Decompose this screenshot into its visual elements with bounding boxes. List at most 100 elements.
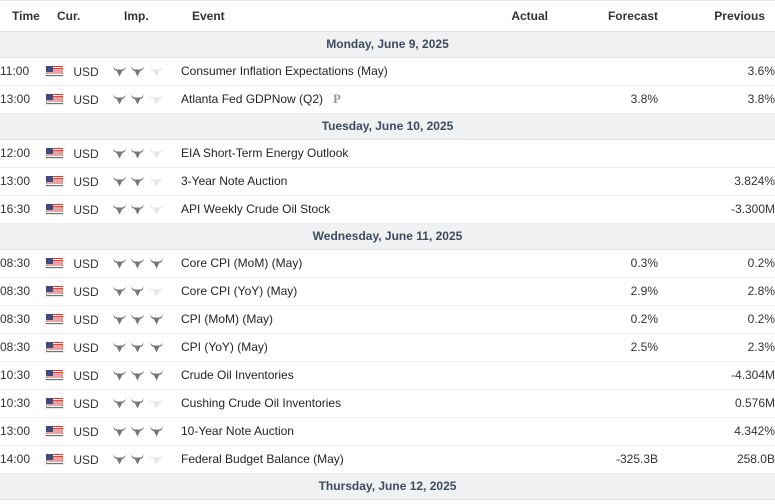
event-currency-cell: USD (46, 417, 113, 446)
bull-icon (113, 258, 126, 269)
col-header-currency: Cur. (46, 1, 113, 32)
event-name[interactable]: CPI (MoM) (May) (181, 312, 273, 326)
event-cell: Crude Oil Inventories (181, 361, 440, 390)
event-row[interactable]: 08:30 USD Core CPI (YoY) (May) 2.9% 2.8% (0, 277, 775, 306)
event-row[interactable]: 12:00 USD EIA Short-Term Energy Outlook (0, 139, 775, 168)
col-header-importance: Imp. (113, 1, 181, 32)
event-name[interactable]: Consumer Inflation Expectations (May) (181, 64, 388, 78)
preliminary-icon: P (333, 91, 341, 106)
event-actual (440, 139, 548, 168)
event-actual (440, 249, 548, 278)
us-flag-icon (46, 425, 63, 437)
importance-indicator (113, 445, 181, 474)
bull-icon (149, 398, 163, 409)
currency-label: USD (73, 368, 99, 383)
event-actual (440, 305, 548, 334)
event-name[interactable]: EIA Short-Term Energy Outlook (181, 146, 349, 160)
event-currency-cell: USD (46, 139, 113, 168)
event-name[interactable]: API Weekly Crude Oil Stock (181, 202, 331, 216)
event-name[interactable]: Cushing Crude Oil Inventories (181, 396, 342, 410)
event-row[interactable]: 08:30 USD CPI (MoM) (May) 0.2% 0.2% (0, 305, 775, 334)
event-forecast: 3.8% (548, 85, 658, 114)
event-time: 13:00 (0, 85, 46, 114)
calendar-body: Monday, June 9, 2025 11:00 USD Consumer … (0, 30, 775, 500)
event-time: 08:30 (0, 305, 46, 334)
bull-icon (113, 176, 126, 187)
event-name[interactable]: Atlanta Fed GDPNow (Q2) (181, 91, 324, 106)
bull-icon (131, 426, 145, 437)
bull-icon (131, 314, 145, 325)
event-row[interactable]: 13:00 USD Atlanta Fed GDPNow (Q2) P 3.8% … (0, 85, 775, 114)
event-time: 13:00 (0, 167, 46, 196)
date-separator-row: Monday, June 9, 2025 (0, 30, 775, 58)
event-row[interactable]: 14:00 USD Federal Budget Balance (May) -… (0, 445, 775, 474)
importance-indicator (113, 305, 181, 334)
us-flag-icon (46, 341, 63, 353)
us-flag-icon (46, 369, 63, 381)
date-separator-row: Tuesday, June 10, 2025 (0, 112, 775, 140)
event-forecast: 0.3% (548, 249, 658, 278)
bull-icon (149, 258, 163, 269)
date-separator-label: Wednesday, June 11, 2025 (312, 229, 463, 243)
us-flag-icon (46, 203, 63, 215)
us-flag-icon (46, 147, 63, 159)
date-separator-row: Thursday, June 12, 2025 (0, 472, 775, 500)
event-actual (440, 417, 548, 446)
event-row[interactable]: 10:30 USD Crude Oil Inventories -4.304M (0, 361, 775, 390)
event-name[interactable]: Federal Budget Balance (May) (181, 452, 344, 466)
event-currency-cell: USD (46, 361, 113, 390)
event-forecast: 2.9% (548, 277, 658, 306)
event-forecast: 0.2% (548, 305, 658, 334)
event-name[interactable]: 10-Year Note Auction (181, 424, 294, 438)
bull-icon (149, 286, 163, 297)
event-previous: 4.342% (658, 417, 775, 446)
event-previous (658, 139, 775, 168)
event-cell: 10-Year Note Auction (181, 417, 440, 446)
event-row[interactable]: 16:30 USD API Weekly Crude Oil Stock -3.… (0, 195, 775, 224)
event-currency-cell: USD (46, 195, 113, 224)
importance-indicator (113, 389, 181, 418)
event-previous: 2.8% (658, 277, 775, 306)
event-row[interactable]: 11:00 USD Consumer Inflation Expectation… (0, 57, 775, 86)
event-row[interactable]: 13:00 USD 3-Year Note Auction 3.824% (0, 167, 775, 196)
event-previous: 3.8% (658, 85, 775, 114)
event-name[interactable]: 3-Year Note Auction (181, 174, 288, 188)
header-row: Time Cur. Imp. Event Actual Forecast Pre… (0, 1, 775, 32)
bull-icon (149, 426, 163, 437)
event-name[interactable]: Core CPI (MoM) (May) (181, 256, 303, 270)
event-actual (440, 57, 548, 86)
event-time: 08:30 (0, 277, 46, 306)
event-time: 16:30 (0, 195, 46, 224)
event-actual (440, 389, 548, 418)
us-flag-icon (46, 285, 63, 297)
event-name[interactable]: Core CPI (YoY) (May) (181, 284, 298, 298)
col-header-event: Event (181, 1, 440, 32)
event-previous: 2.3% (658, 333, 775, 362)
event-actual (440, 277, 548, 306)
bull-icon (131, 286, 145, 297)
event-name[interactable]: CPI (YoY) (May) (181, 340, 268, 354)
event-forecast: 2.5% (548, 333, 658, 362)
event-row[interactable]: 10:30 USD Cushing Crude Oil Inventories … (0, 389, 775, 418)
event-actual (440, 445, 548, 474)
bull-icon (131, 176, 145, 187)
currency-label: USD (73, 340, 99, 355)
currency-label: USD (73, 424, 99, 439)
bull-icon (149, 370, 163, 381)
currency-label: USD (73, 284, 99, 299)
importance-indicator (113, 195, 181, 224)
event-name[interactable]: Crude Oil Inventories (181, 368, 294, 382)
event-row[interactable]: 13:00 USD 10-Year Note Auction 4.342% (0, 417, 775, 446)
event-forecast (548, 361, 658, 390)
bull-icon (113, 398, 126, 409)
event-row[interactable]: 08:30 USD CPI (YoY) (May) 2.5% 2.3% (0, 333, 775, 362)
event-cell: API Weekly Crude Oil Stock (181, 195, 440, 224)
event-cell: Core CPI (MoM) (May) (181, 249, 440, 278)
event-row[interactable]: 08:30 USD Core CPI (MoM) (May) 0.3% 0.2% (0, 249, 775, 278)
event-cell: Federal Budget Balance (May) (181, 445, 440, 474)
event-previous: 0.2% (658, 305, 775, 334)
bull-icon (113, 314, 126, 325)
event-forecast (548, 139, 658, 168)
event-cell: CPI (YoY) (May) (181, 333, 440, 362)
